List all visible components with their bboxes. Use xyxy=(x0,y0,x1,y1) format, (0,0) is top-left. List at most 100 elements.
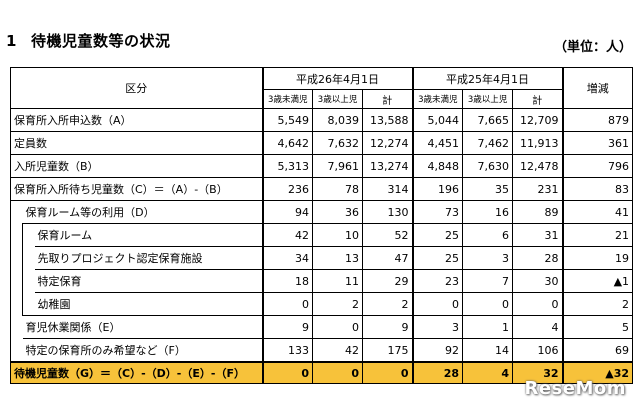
cell: 3 xyxy=(462,246,514,270)
table-row: 入所児童数（B） 5,313 7,961 13,274 4,848 7,630 … xyxy=(9,154,634,178)
cell: 7,961 xyxy=(312,154,364,178)
table-row: 保育所入所申込数（A） 5,549 8,039 13,588 5,044 7,6… xyxy=(9,108,634,132)
header-row-2: 3歳未満児 3歳以上児 計 3歳未満児 3歳以上児 計 xyxy=(11,89,633,109)
cell: 1 xyxy=(462,315,514,339)
sub-total: 計 xyxy=(362,89,414,109)
indent-spacer xyxy=(22,223,35,316)
sub-under3: 3歳未満児 xyxy=(261,89,314,109)
cell: 42 xyxy=(312,338,364,363)
table-row: 保育ルーム 42 10 52 25 6 31 21 xyxy=(11,223,634,316)
cell: 314 xyxy=(362,177,414,201)
period-2013-header: 平成25年4月1日 xyxy=(411,67,564,90)
waiting-children-table: 区分 平成26年4月1日 平成25年4月1日 増減 3歳未満児 3歳以上児 計 … xyxy=(9,67,634,384)
cell: 2 xyxy=(362,292,414,316)
cell: 236 xyxy=(261,177,314,201)
cell: 10 xyxy=(312,223,364,247)
row-label: 幼稚園 xyxy=(34,292,264,316)
cell: 0 xyxy=(362,361,414,384)
cell: 42 xyxy=(261,223,314,247)
cell: 5,313 xyxy=(261,154,314,178)
cell: 28 xyxy=(512,246,564,270)
cell: 6 xyxy=(462,223,514,247)
sub-total: 計 xyxy=(512,89,564,109)
cell: 2 xyxy=(312,292,364,316)
table-row: 保育ルーム等の利用（D） 94 36 130 73 16 89 41 xyxy=(10,200,634,362)
cell: 130 xyxy=(362,200,414,224)
cell: 35 xyxy=(462,177,514,201)
sub-over3: 3歳以上児 xyxy=(462,89,514,109)
cell: 7,630 xyxy=(462,154,514,178)
cell: 28 xyxy=(411,361,464,384)
cell: 12,274 xyxy=(362,131,414,155)
cell: 21 xyxy=(561,223,634,247)
cell: 0 xyxy=(411,292,464,316)
row-label: 育児休業関係（E） xyxy=(22,315,264,339)
total-label: 待機児童数（G）＝（C）-（D）-（E）-（F） xyxy=(9,361,264,384)
cell: 69 xyxy=(561,338,634,363)
total-row: 待機児童数（G）＝（C）-（D）-（E）-（F） 0 0 0 28 4 32 ▲… xyxy=(9,361,634,384)
sub-under3: 3歳未満児 xyxy=(411,89,464,109)
cell: 11 xyxy=(312,269,364,293)
cell: 7 xyxy=(462,269,514,293)
unit-label: （単位：人） xyxy=(553,40,632,55)
cell: 16 xyxy=(462,200,514,224)
cell: 94 xyxy=(261,200,314,224)
cell: 9 xyxy=(261,315,314,339)
table-row: 特定保育 18 11 29 23 7 30 ▲1 xyxy=(11,269,634,293)
cell: 5,549 xyxy=(261,108,314,132)
cell: 52 xyxy=(362,223,414,247)
kubun-header: 区分 xyxy=(9,67,264,109)
cell: 13 xyxy=(312,246,364,270)
cell: 12,709 xyxy=(512,108,564,132)
cell: 879 xyxy=(561,108,634,132)
cell: 31 xyxy=(512,223,564,247)
header-row-1: 区分 平成26年4月1日 平成25年4月1日 増減 xyxy=(9,67,634,109)
cell: 11,913 xyxy=(512,131,564,155)
cell: 2 xyxy=(561,292,634,316)
row-label: 特定の保育所のみ希望など（F） xyxy=(22,338,264,363)
cell: 25 xyxy=(411,246,464,270)
cell: 9 xyxy=(362,315,414,339)
cell: 4 xyxy=(512,315,564,339)
cell: 231 xyxy=(512,177,564,201)
cell: 4 xyxy=(462,361,514,384)
table-row: 幼稚園 0 2 2 0 0 0 2 xyxy=(11,292,634,316)
cell: 92 xyxy=(411,338,464,363)
cell: 25 xyxy=(411,223,464,247)
cell: 32 xyxy=(512,361,564,384)
cell: 0 xyxy=(261,292,314,316)
cell: 36 xyxy=(312,200,364,224)
cell: 14 xyxy=(462,338,514,363)
cell: 34 xyxy=(261,246,314,270)
cell: 106 xyxy=(512,338,564,363)
cell: 13,274 xyxy=(362,154,414,178)
row-label: 保育所入所待ち児童数（C）＝（A）-（B） xyxy=(9,177,264,201)
indent-spacer xyxy=(10,200,23,362)
cell: 5 xyxy=(561,315,634,339)
cell: 175 xyxy=(362,338,414,363)
cell: 29 xyxy=(362,269,414,293)
row-label: 定員数 xyxy=(9,131,264,155)
table-row: 育児休業関係（E） 9 0 9 3 1 4 5 xyxy=(11,315,634,339)
table-row: 先取りプロジェクト認定保育施設 34 13 47 25 3 28 19 xyxy=(11,246,634,270)
cell: 13,588 xyxy=(362,108,414,132)
row-label: 保育ルーム等の利用（D） xyxy=(22,200,264,224)
cell: 30 xyxy=(512,269,564,293)
table-row: 特定の保育所のみ希望など（F） 133 42 175 92 14 106 69 xyxy=(11,338,634,363)
cell: ▲32 xyxy=(561,361,634,384)
cell: 8,039 xyxy=(312,108,364,132)
cell: 47 xyxy=(362,246,414,270)
cell: 5,044 xyxy=(411,108,464,132)
cell: 23 xyxy=(411,269,464,293)
cell: 78 xyxy=(312,177,364,201)
cell: 89 xyxy=(512,200,564,224)
cell: ▲1 xyxy=(561,269,634,293)
period-2014-header: 平成26年4月1日 xyxy=(261,67,414,90)
row-label: 保育ルーム xyxy=(34,223,264,247)
change-header: 増減 xyxy=(561,67,634,109)
cell: 7,632 xyxy=(312,131,364,155)
cell: 73 xyxy=(411,200,464,224)
page-title: 1 待機児童数等の状況 xyxy=(6,32,171,50)
cell: 0 xyxy=(462,292,514,316)
cell: 4,642 xyxy=(261,131,314,155)
